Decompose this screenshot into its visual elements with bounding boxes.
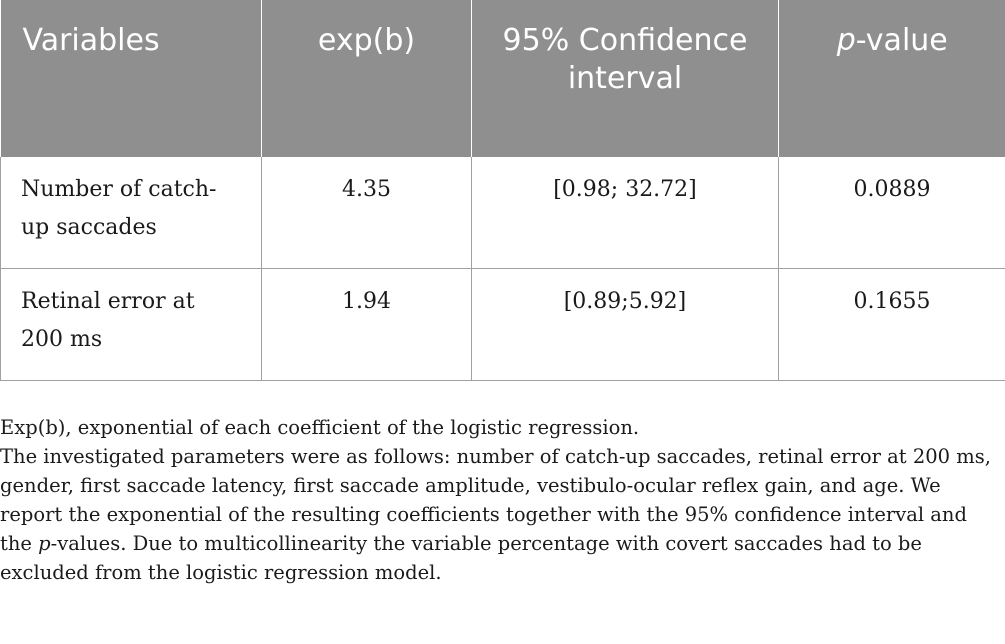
header-variables: Variables <box>0 0 262 157</box>
footnote-p-italic: p <box>38 532 51 555</box>
table-row: Retinal error at 200 ms 1.94 [0.89;5.92]… <box>0 268 1005 381</box>
cell-p-value: 0.1655 <box>778 268 1005 381</box>
table-footnotes: Exp(b), exponential of each coefficient … <box>0 413 1000 587</box>
cell-expb: 1.94 <box>261 268 472 381</box>
header-p-value: p-value <box>779 0 1005 157</box>
header-confidence-interval: 95% Confidence interval <box>471 0 779 157</box>
footnote-text-after: -values. Due to multicollinearity the va… <box>0 532 922 584</box>
footnote-description: The investigated parameters were as foll… <box>0 442 1000 587</box>
table-row: Number of catch-up saccades 4.35 [0.98; … <box>0 157 1005 269</box>
cell-variable: Number of catch-up saccades <box>0 157 262 269</box>
cell-p-value: 0.0889 <box>778 157 1005 269</box>
table-body: Number of catch-up saccades 4.35 [0.98; … <box>0 157 1005 381</box>
header-row: Variables exp(b) 95% Confidence interval… <box>0 0 1005 157</box>
header-expb: exp(b) <box>261 0 472 157</box>
header-p-rest: -value <box>855 23 948 58</box>
cell-expb: 4.35 <box>261 157 472 269</box>
table-header: Variables exp(b) 95% Confidence interval… <box>0 0 1005 157</box>
footnote-text-before: The investigated parameters were as foll… <box>0 445 991 555</box>
results-table: Variables exp(b) 95% Confidence interval… <box>0 0 1005 381</box>
cell-ci: [0.89;5.92] <box>471 268 779 381</box>
footnote-abbreviation: Exp(b), exponential of each coefficient … <box>0 416 640 439</box>
header-p-italic: p <box>836 23 856 58</box>
cell-ci: [0.98; 32.72] <box>471 157 779 269</box>
cell-variable: Retinal error at 200 ms <box>0 268 262 381</box>
